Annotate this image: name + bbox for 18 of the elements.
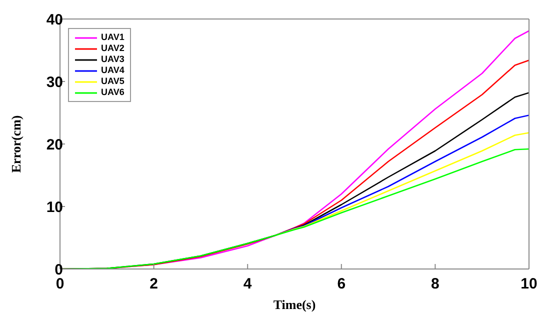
legend-label: UAV5 [101,76,124,87]
x-tick-label: 4 [243,276,252,293]
y-tick-label: 20 [46,136,63,154]
y-tick-label: 30 [46,74,63,91]
x-tick-label: 2 [150,276,158,293]
legend-label: UAV3 [101,54,124,65]
x-tick-label: 10 [520,276,538,293]
x-tick-label: 6 [337,276,346,293]
y-tick-label: 0 [54,261,63,278]
legend-label: UAV6 [101,87,124,98]
legend-label: UAV4 [101,65,124,76]
legend-label: UAV2 [101,43,124,54]
y-axis-title: Error(cm) [8,115,24,173]
x-tick-label: 8 [431,276,440,293]
y-tick-label: 40 [46,11,63,28]
x-axis-title: Time(s) [273,297,316,312]
legend-label: UAV1 [101,32,124,43]
y-tick-label: 10 [46,198,63,216]
